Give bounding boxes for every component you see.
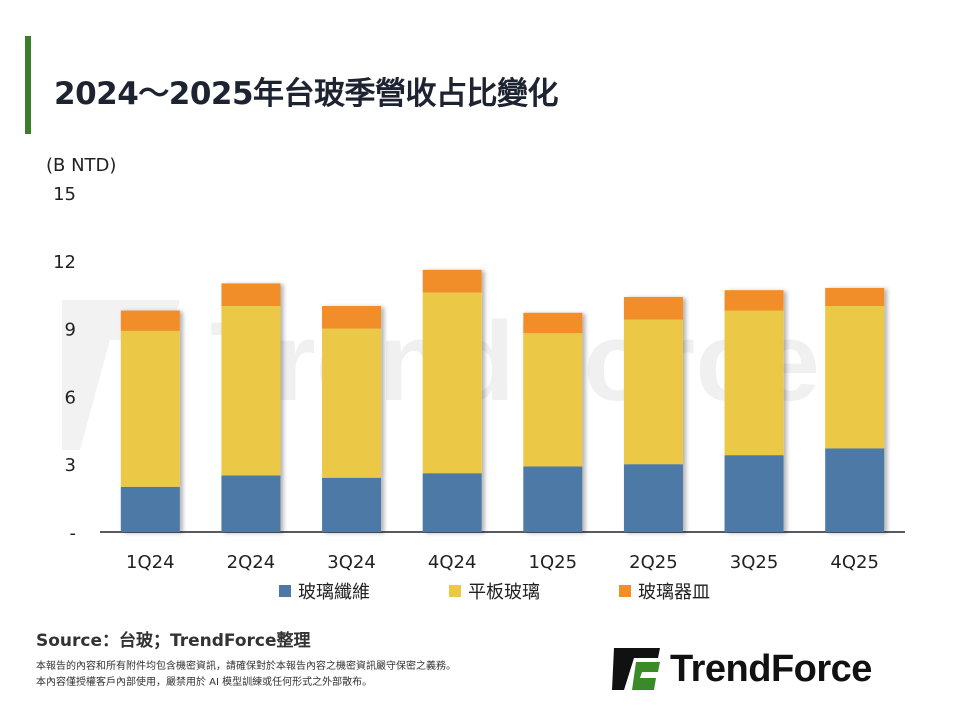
bar-stack-4Q25: [825, 287, 885, 532]
bar-3Q24-series-1: [322, 328, 382, 478]
x-tick-label: 3Q24: [327, 552, 376, 573]
x-tick-label: 1Q25: [529, 552, 578, 573]
trendforce-logo: TrendForce: [612, 646, 872, 692]
legend-swatch: [449, 585, 461, 597]
bar-stack-3Q24: [322, 306, 382, 532]
bar-1Q25-series-1: [523, 333, 583, 467]
bar-stack-2Q24: [221, 283, 281, 532]
y-tick-label: 15: [53, 184, 76, 205]
bar-1Q24-series-2: [120, 310, 180, 331]
bar-4Q25-series-1: [825, 306, 885, 449]
source-note: Source：台玻；TrendForce整理: [36, 631, 311, 651]
bar-3Q24-series-0: [322, 477, 382, 532]
bar-2Q24-series-0: [221, 475, 281, 532]
trendforce-logo-icon: [612, 648, 660, 690]
bar-3Q25-series-1: [724, 310, 784, 456]
x-tick-label: 4Q25: [830, 552, 879, 573]
bar-2Q25-series-2: [623, 296, 683, 320]
y-tick-label: 6: [65, 387, 76, 408]
disclaimer-line-1: 本報告的內容和所有附件均包含機密資訊，請確保對於本報告內容之機密資訊嚴守保密之義…: [36, 661, 456, 672]
bar-stack-2Q25: [623, 296, 683, 532]
y-tick-label: 3: [65, 455, 76, 476]
bar-1Q24-series-1: [120, 330, 180, 487]
bar-3Q24-series-2: [322, 306, 382, 329]
legend-label: 玻璃器皿: [638, 582, 710, 603]
bar-2Q24-series-1: [221, 306, 281, 476]
bar-1Q25-series-0: [523, 466, 583, 532]
legend-swatch: [279, 585, 291, 597]
x-tick-label: 4Q24: [428, 552, 477, 573]
title-accent-bar: [25, 36, 31, 134]
watermark-text: TrendForce: [210, 299, 820, 424]
bar-3Q25-series-0: [724, 455, 784, 532]
bar-1Q24-series-0: [120, 486, 180, 532]
bar-2Q25-series-1: [623, 319, 683, 465]
x-tick-label: 3Q25: [730, 552, 779, 573]
legend-label: 平板玻璃: [468, 582, 540, 603]
y-axis-unit-label: (B NTD): [46, 155, 117, 176]
bar-stack-1Q24: [120, 310, 180, 532]
bar-1Q25-series-2: [523, 312, 583, 334]
legend-label: 玻璃纖維: [298, 582, 370, 603]
disclaimer-line-2: 本內容僅授權客戶內部使用，嚴禁用於 AI 模型訓練或任何形式之外部散布。: [36, 677, 373, 688]
bar-stack-4Q24: [422, 269, 482, 532]
page-title: 2024～2025年台玻季營收占比變化: [54, 76, 559, 112]
bar-4Q25-series-2: [825, 287, 885, 306]
bar-3Q25-series-2: [724, 290, 784, 311]
x-tick-label: 2Q25: [629, 552, 678, 573]
bar-4Q24-series-0: [422, 473, 482, 532]
y-tick-label: -: [70, 523, 77, 544]
bar-stack-3Q25: [724, 290, 784, 532]
bar-stack-1Q25: [523, 312, 583, 532]
bar-4Q25-series-0: [825, 448, 885, 532]
trendforce-logo-text: TrendForce: [670, 647, 872, 690]
legend-swatch: [619, 585, 631, 597]
bar-2Q24-series-2: [221, 283, 281, 306]
bar-2Q25-series-0: [623, 464, 683, 532]
y-tick-label: 9: [65, 320, 76, 341]
x-tick-label: 2Q24: [227, 552, 276, 573]
bar-4Q24-series-2: [422, 269, 482, 293]
y-tick-label: 12: [53, 252, 76, 273]
x-tick-label: 1Q24: [126, 552, 175, 573]
bar-4Q24-series-1: [422, 292, 482, 474]
